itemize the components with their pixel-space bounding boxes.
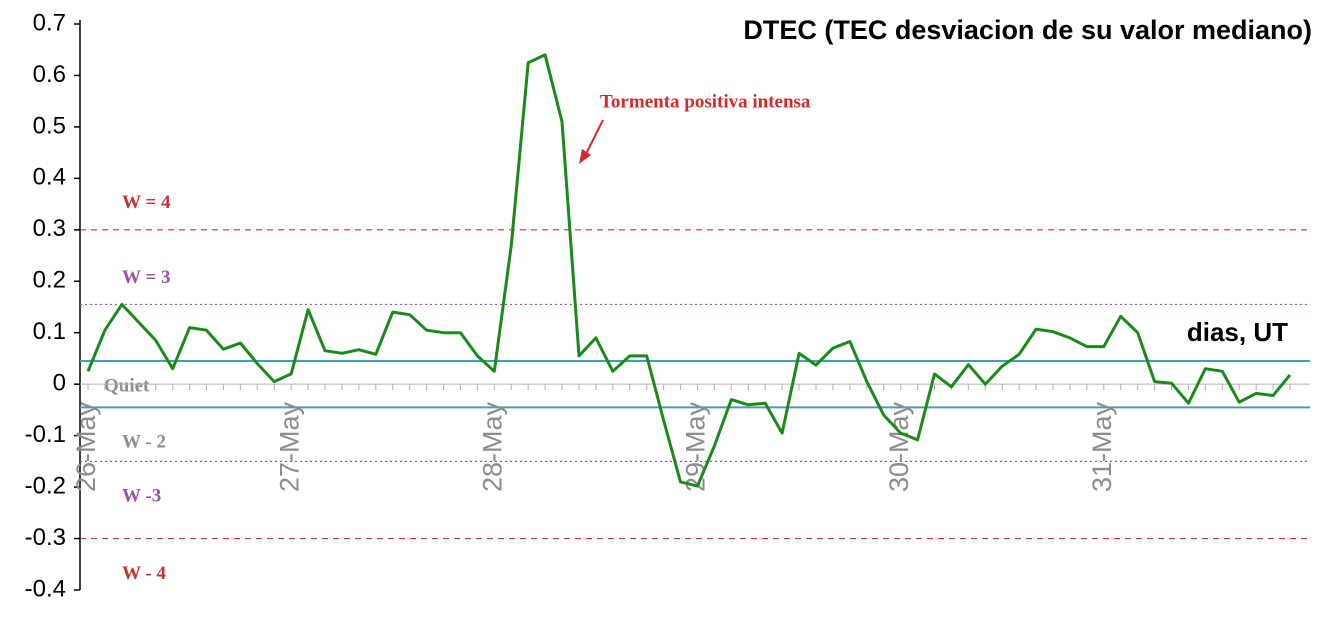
reference-label: Quiet <box>104 375 150 396</box>
reference-label: W - 4 <box>122 563 166 584</box>
reference-label: W = 4 <box>122 192 171 213</box>
reference-label: W - 2 <box>122 432 166 453</box>
x-tick-label: 26-May <box>71 402 101 493</box>
annotation-arrowhead <box>579 149 591 164</box>
x-axis-label: dias, UT <box>1187 317 1288 347</box>
x-tick-label: 29-May <box>681 402 711 493</box>
x-tick-label: 30-May <box>884 402 914 493</box>
data-line <box>86 53 1292 488</box>
x-tick-label: 27-May <box>274 402 304 493</box>
x-tick-label: 28-May <box>477 402 507 493</box>
y-tick-label: 0.7 <box>33 9 66 36</box>
y-tick-label: 0.4 <box>33 164 66 191</box>
y-tick-label: 0.5 <box>33 112 66 139</box>
y-tick-label: 0.6 <box>33 61 66 88</box>
reference-label: W = 3 <box>122 267 170 288</box>
annotation: Tormenta positiva intensa <box>600 91 811 112</box>
y-tick-label: -0.4 <box>25 575 66 602</box>
y-tick-label: 0.3 <box>33 215 66 242</box>
y-tick-label: 0 <box>53 370 66 397</box>
chart-title: DTEC (TEC desviacion de su valor mediano… <box>743 15 1312 45</box>
reference-label: W -3 <box>122 486 161 507</box>
y-tick-label: 0.2 <box>33 267 66 294</box>
y-tick-label: -0.1 <box>25 421 66 448</box>
y-tick-label: -0.2 <box>25 472 66 499</box>
x-tick-label: 31-May <box>1087 402 1117 493</box>
y-tick-label: 0.1 <box>33 318 66 345</box>
y-tick-label: -0.3 <box>25 524 66 551</box>
